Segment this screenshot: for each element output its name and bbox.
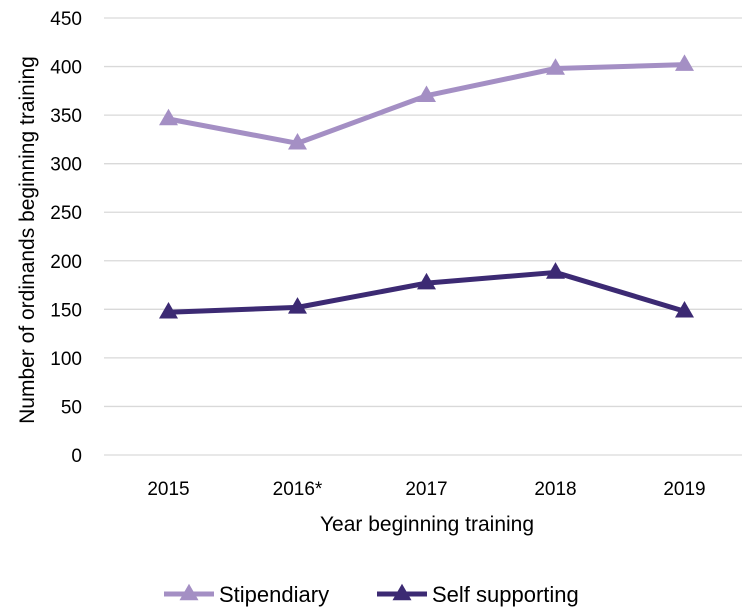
data-point-marker (675, 301, 694, 318)
x-tick-label: 2016* (273, 479, 323, 500)
legend-marker (179, 583, 199, 601)
x-axis-title: Year beginning training (320, 513, 534, 536)
y-tick-label: 350 (50, 106, 82, 127)
y-tick-label: 450 (50, 9, 82, 30)
series-line (166, 62, 687, 146)
gridlines (104, 17, 742, 456)
data-point-marker (675, 54, 694, 71)
x-tick-label: 2015 (147, 479, 189, 500)
y-tick-label: 200 (50, 252, 82, 273)
y-tick-label: 250 (50, 203, 82, 224)
legend-label: Stipendiary (219, 582, 329, 607)
series-self-supporting (159, 262, 694, 319)
y-tick-label: 150 (50, 300, 82, 321)
y-axis-title: Number of ordinands beginning training (16, 56, 39, 424)
data-point-marker (546, 58, 565, 75)
legend: Stipendiary Self supporting (164, 582, 579, 607)
legend-item: Stipendiary (164, 582, 329, 607)
series-stipendiary (159, 54, 694, 150)
y-tick-label: 400 (50, 58, 82, 79)
legend-marker (392, 583, 412, 601)
y-tick-label: 50 (61, 397, 82, 418)
data-point-marker (159, 301, 178, 319)
data-point-marker (417, 85, 436, 102)
data-point-marker (159, 108, 178, 126)
x-tick-label: 2017 (405, 479, 447, 500)
data-point-marker (417, 272, 436, 290)
y-tick-label: 0 (71, 446, 82, 467)
data-point-marker (546, 262, 565, 279)
data-point-marker (288, 297, 307, 314)
y-tick-label: 100 (50, 349, 82, 370)
legend-item: Self supporting (377, 582, 579, 607)
y-tick-label: 300 (50, 155, 82, 176)
series-lines (159, 54, 694, 319)
x-tick-label: 2018 (534, 479, 576, 500)
y-axis-tick-labels: 0 50 100 150 200 250 300 350 400 450 (50, 9, 82, 467)
data-point-marker (288, 133, 307, 150)
legend-label: Self supporting (432, 582, 579, 607)
x-tick-label: 2019 (663, 479, 705, 500)
x-axis-tick-labels: 2015 2016* 2017 2018 2019 (147, 479, 705, 500)
